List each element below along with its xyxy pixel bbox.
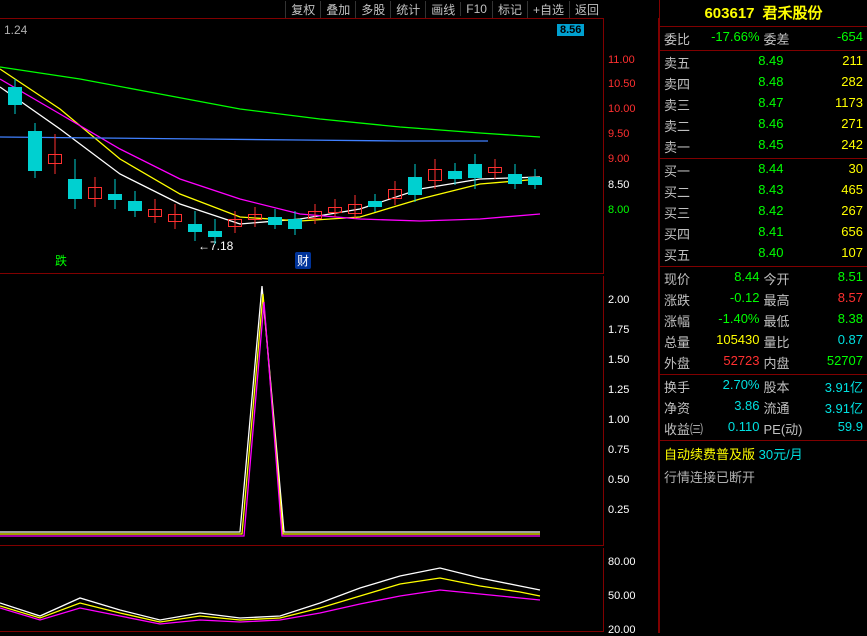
- info-row: 涨幅-1.40%最低8.38: [660, 310, 867, 331]
- ytick: 20.00: [608, 624, 658, 636]
- ytick: 11.00: [608, 54, 658, 66]
- bids-list: 买一8.4430买二8.43465买三8.42267买四8.41656买五8.4…: [660, 160, 867, 265]
- sub1-svg: [0, 276, 560, 546]
- toolbar-btn-统计[interactable]: 统计: [390, 1, 425, 18]
- ytick: 1.75: [608, 324, 658, 336]
- toolbar-btn-画线[interactable]: 画线: [425, 1, 460, 18]
- main-chart[interactable]: 1.24 跌 财 ←7.18: [0, 18, 604, 274]
- ask-row: 卖四8.48282: [660, 73, 867, 94]
- connection-banner: 行情连接已断开: [660, 465, 867, 488]
- weibi-row: 委比 -17.66% 委差 -654: [660, 28, 867, 49]
- asks-list: 卖五8.49211卖四8.48282卖三8.471173卖二8.46271卖一8…: [660, 52, 867, 157]
- ytick: 1.00: [608, 414, 658, 426]
- stock-name: 君禾股份: [763, 5, 823, 22]
- ask-row: 卖三8.471173: [660, 94, 867, 115]
- axis-column: 11.00 10.50 10.00 9.50 9.00 8.50 8.00 2.00 1.75 1…: [604, 18, 659, 633]
- ytick: 0.50: [608, 474, 658, 486]
- info-row: 净资3.86流通3.91亿: [660, 397, 867, 418]
- info-grid: 现价8.44今开8.51涨跌-0.12最高8.57涨幅-1.40%最低8.38总…: [660, 268, 867, 439]
- ytick: 1.50: [608, 354, 658, 366]
- sidebar: 603617君禾股份 委比 -17.66% 委差 -654 卖五8.49211卖…: [659, 0, 867, 633]
- ytick: 80.00: [608, 556, 658, 568]
- price-marker: 8.56: [557, 24, 584, 36]
- sub2-svg: [0, 548, 560, 632]
- toolbar: 复权叠加多股统计画线F10标记+自选返回: [285, 0, 604, 18]
- info-row: 总量105430量比0.87: [660, 331, 867, 352]
- sub-chart-2[interactable]: [0, 548, 604, 632]
- sub-chart-1[interactable]: [0, 276, 604, 546]
- toolbar-btn-多股[interactable]: 多股: [355, 1, 390, 18]
- toolbar-btn-F10[interactable]: F10: [460, 2, 492, 16]
- renew-banner[interactable]: 自动续费普及版 30元/月: [660, 442, 867, 465]
- info-row: 收益㈢0.110PE(动)59.9: [660, 418, 867, 439]
- ytick: 0.25: [608, 504, 658, 516]
- info-row: 涨跌-0.12最高8.57: [660, 289, 867, 310]
- toolbar-btn-复权[interactable]: 复权: [285, 1, 320, 18]
- stock-code: 603617: [704, 5, 754, 22]
- ask-row: 卖五8.49211: [660, 52, 867, 73]
- bid-row: 买四8.41656: [660, 223, 867, 244]
- ytick: 10.00: [608, 103, 658, 115]
- bid-row: 买五8.40107: [660, 244, 867, 265]
- toolbar-btn-标记[interactable]: 标记: [492, 1, 527, 18]
- ytick: 50.00: [608, 590, 658, 602]
- stock-title: 603617 君禾股份: [660, 0, 867, 25]
- toolbar-btn-+自选[interactable]: +自选: [527, 1, 569, 18]
- info-row: 换手2.70%股本3.91亿: [660, 376, 867, 397]
- ask-row: 卖一8.45242: [660, 136, 867, 157]
- info-row: 现价8.44今开8.51: [660, 268, 867, 289]
- toolbar-btn-返回[interactable]: 返回: [569, 1, 604, 18]
- bid-row: 买三8.42267: [660, 202, 867, 223]
- bid-row: 买二8.43465: [660, 181, 867, 202]
- bid-row: 买一8.4430: [660, 160, 867, 181]
- ytick: 10.50: [608, 78, 658, 90]
- ytick: 2.00: [608, 294, 658, 306]
- ytick: 1.25: [608, 384, 658, 396]
- toolbar-btn-叠加[interactable]: 叠加: [320, 1, 355, 18]
- ytick: 9.50: [608, 128, 658, 140]
- ytick: 8.00: [608, 204, 658, 216]
- ytick: 8.50: [608, 179, 658, 191]
- ytick: 9.00: [608, 153, 658, 165]
- ask-row: 卖二8.46271: [660, 115, 867, 136]
- chart-svg: [0, 19, 560, 275]
- info-row: 外盘52723内盘52707: [660, 352, 867, 373]
- ytick: 0.75: [608, 444, 658, 456]
